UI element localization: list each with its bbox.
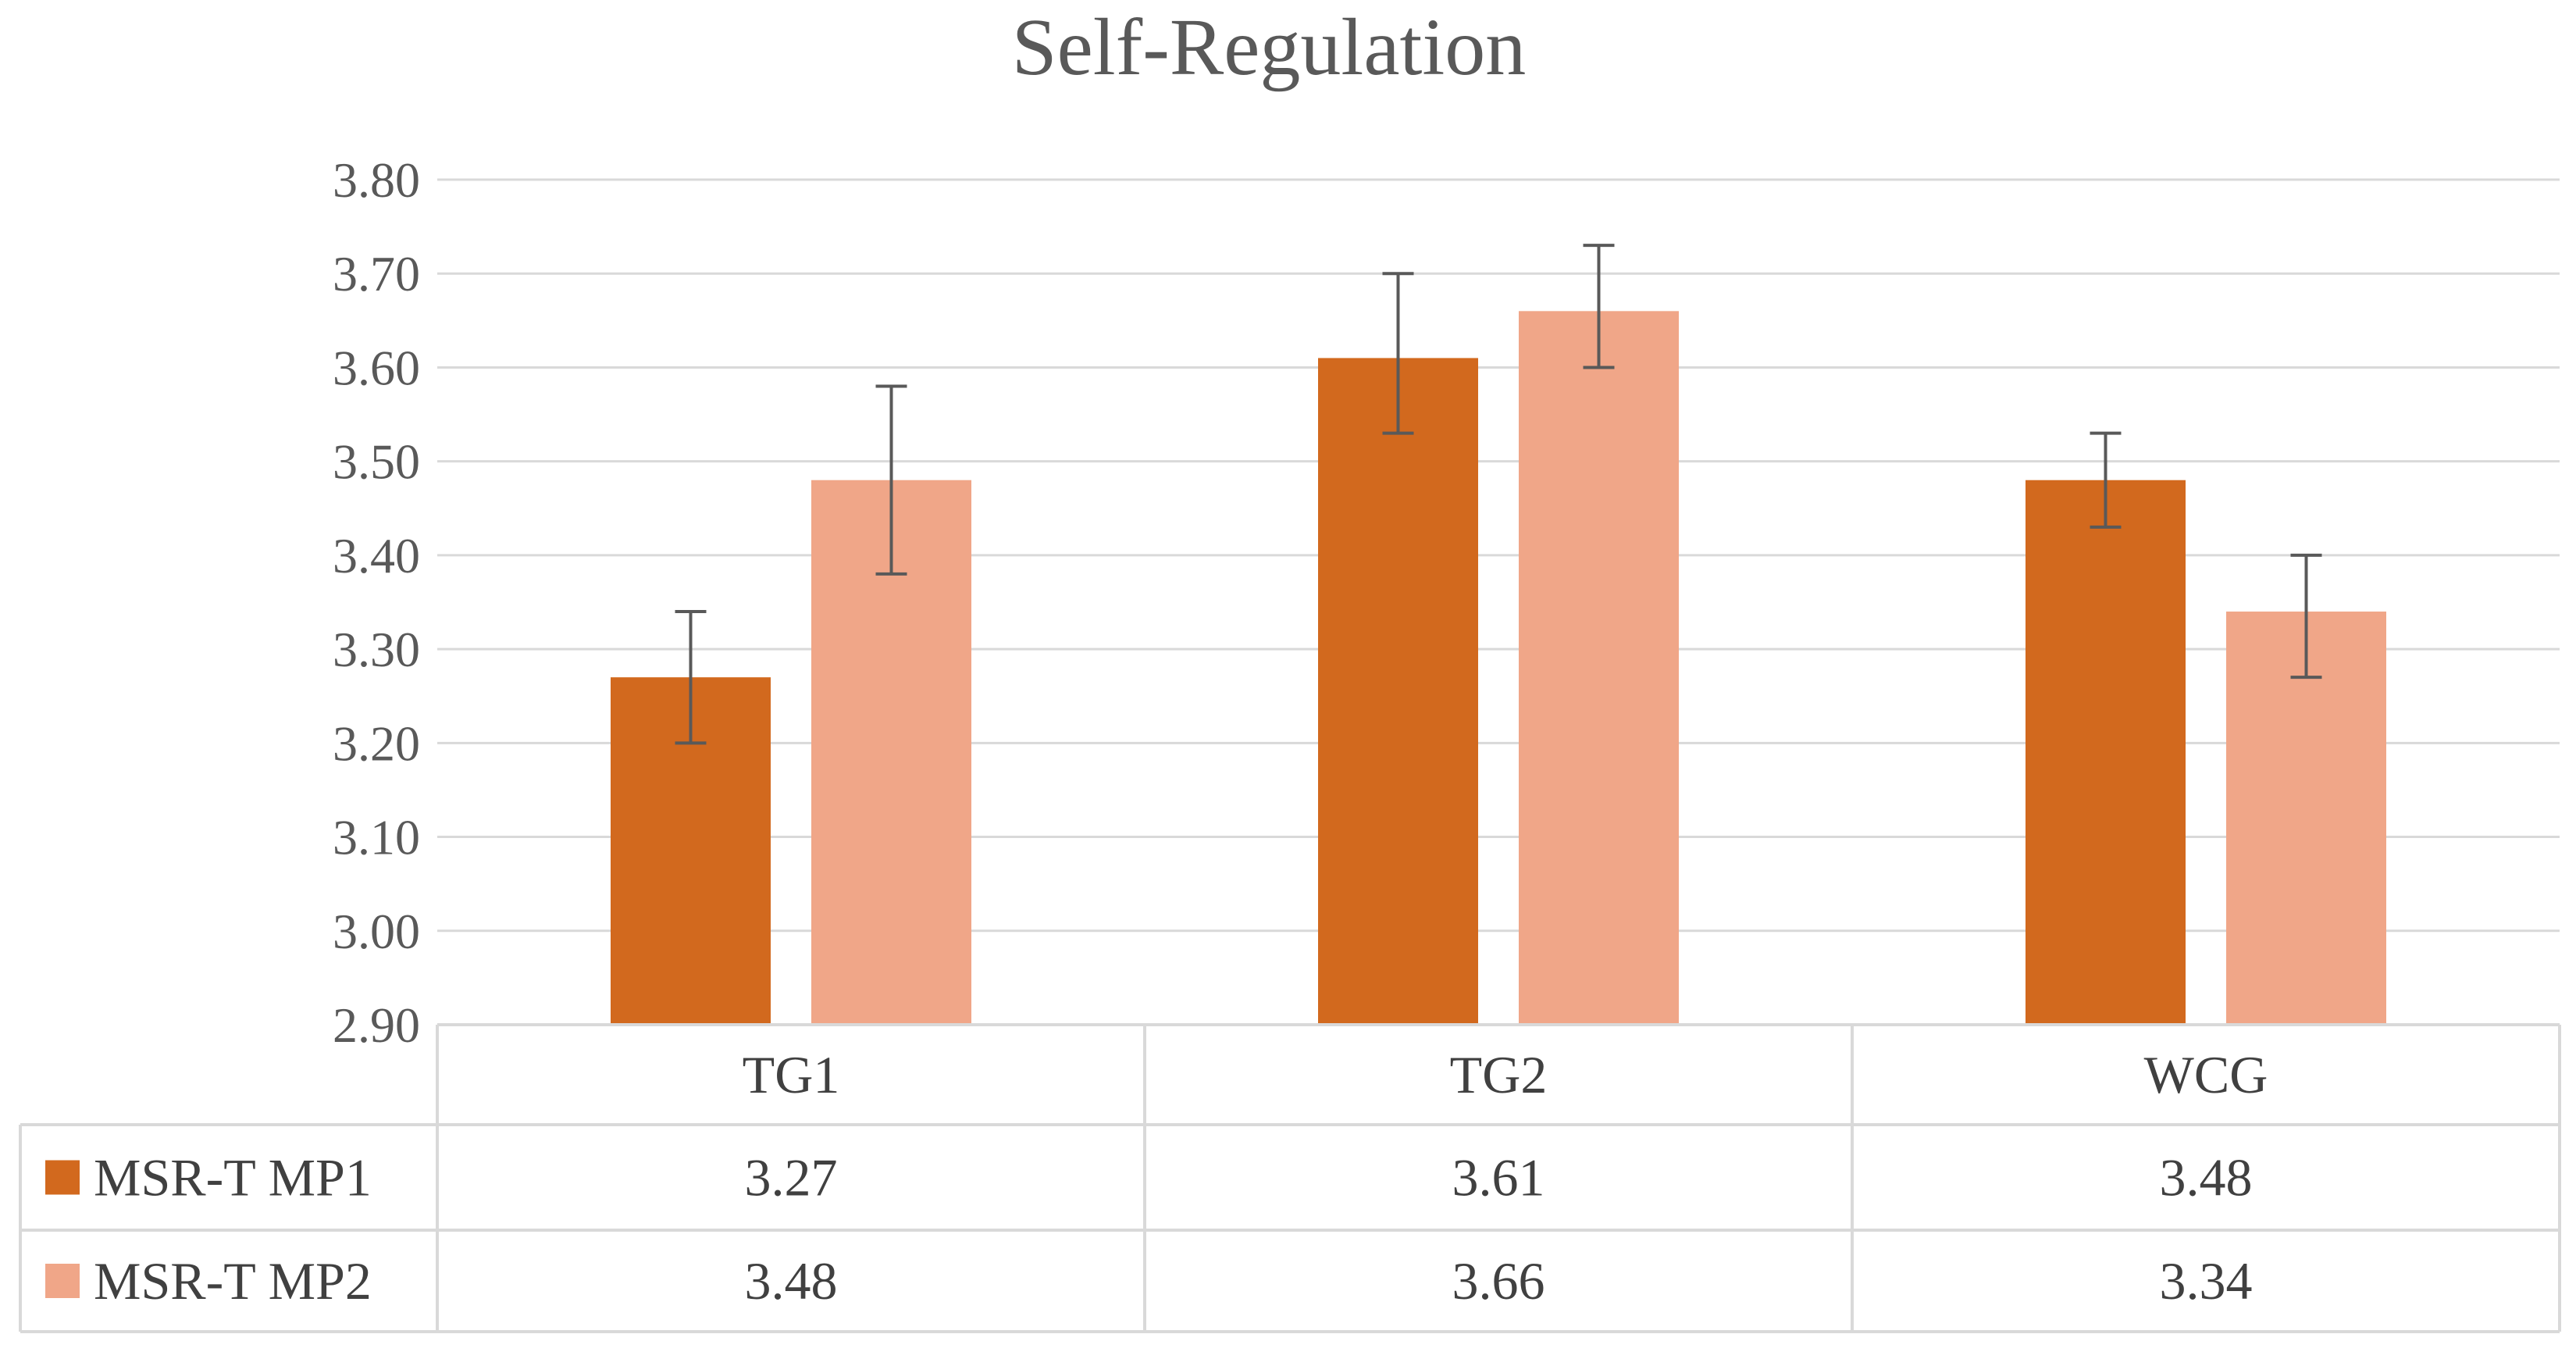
y-axis-tick-labels: 3.80 3.70 3.60 3.50 3.40 3.30 3.20 3.10 3.00 2.90 <box>333 152 420 1053</box>
y-tick-label: 3.70 <box>333 246 420 301</box>
error-bar <box>1583 244 1615 369</box>
y-tick-label: 3.30 <box>333 622 420 677</box>
x-category-label: TG1 <box>743 1045 840 1104</box>
data-value-label: 3.66 <box>1452 1251 1545 1311</box>
y-tick-label: 3.80 <box>333 152 420 208</box>
data-value-label: 3.34 <box>2160 1251 2253 1311</box>
y-tick-label: 3.50 <box>333 434 420 490</box>
error-bar <box>2290 553 2322 680</box>
y-tick-label: 3.20 <box>333 715 420 771</box>
error-bar <box>875 384 907 576</box>
bar-msr-t-mp2-tg2 <box>1519 311 1679 1025</box>
legend-label: MSR-T MP1 <box>94 1148 372 1207</box>
bar-msr-t-mp1-tg2 <box>1318 358 1478 1025</box>
error-bar <box>2090 431 2122 529</box>
y-tick-label: 2.90 <box>333 997 420 1053</box>
y-tick-label: 3.00 <box>333 904 420 959</box>
data-value-label: 3.48 <box>2160 1148 2253 1207</box>
data-value-label: 3.61 <box>1452 1148 1545 1207</box>
data-value-label: 3.27 <box>745 1148 838 1207</box>
error-bar <box>675 610 707 745</box>
bars <box>611 311 2386 1025</box>
legend-swatch <box>45 1264 80 1298</box>
y-tick-label: 3.40 <box>333 528 420 583</box>
bar-msr-t-mp1-wcg <box>2026 480 2186 1025</box>
data-table: TG1 TG2 WCG MSR-T MP1 3.27 3.61 3.48 MSR-T MP2 3… <box>19 1023 2561 1333</box>
x-category-label: WCG <box>2144 1045 2268 1104</box>
legend-swatch <box>45 1160 80 1195</box>
chart-title: Self-Regulation <box>1012 2 1527 92</box>
error-bars <box>675 244 2322 745</box>
y-tick-label: 3.10 <box>333 810 420 865</box>
y-tick-label: 3.60 <box>333 340 420 395</box>
legend-label: MSR-T MP2 <box>94 1251 372 1311</box>
x-category-label: TG2 <box>1450 1045 1548 1104</box>
data-value-label: 3.48 <box>745 1251 838 1311</box>
error-bar <box>1382 272 1414 435</box>
bar-msr-t-mp2-wcg <box>2226 612 2386 1025</box>
